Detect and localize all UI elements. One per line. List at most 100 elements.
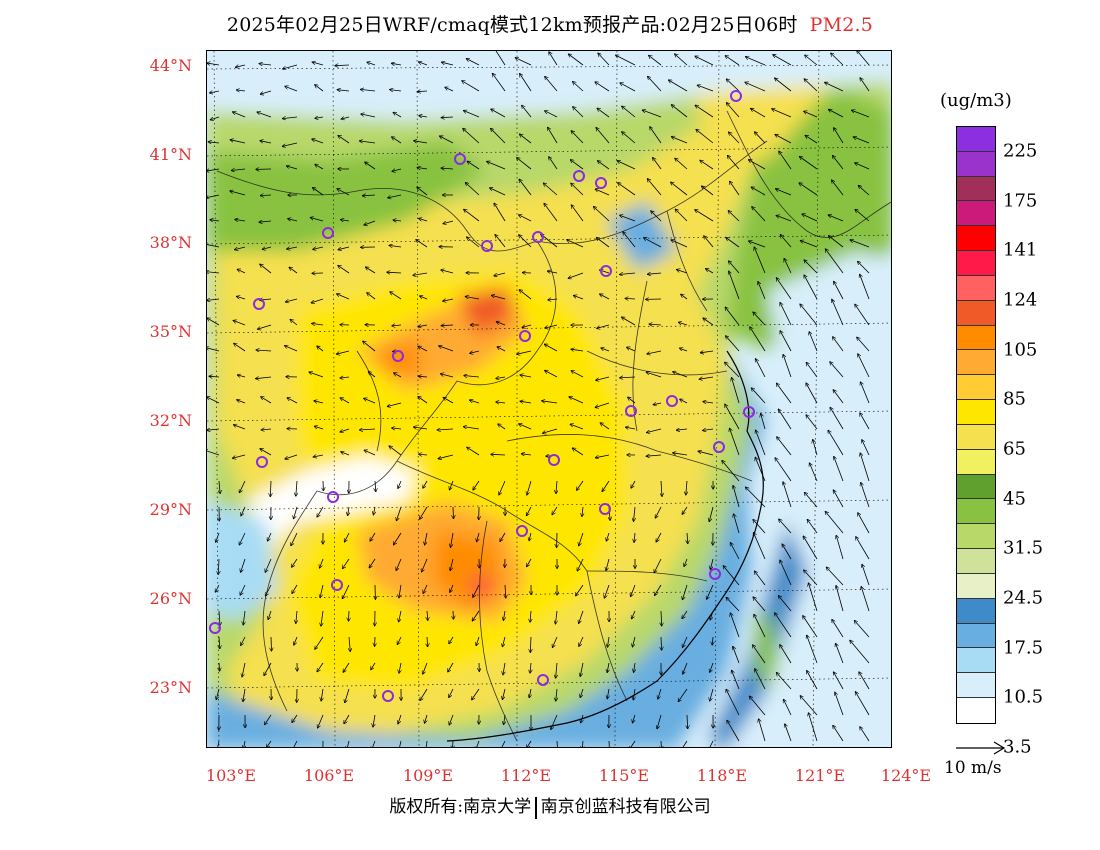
- wind-arrow: [779, 519, 792, 534]
- wind-arrow: [545, 324, 558, 328]
- wind-arrow: [548, 127, 558, 144]
- wind-arrow: [259, 221, 272, 222]
- wind-arrow: [296, 610, 297, 624]
- wind-arrow: [497, 347, 506, 352]
- wind-arrow: [343, 662, 350, 672]
- wind-arrow: [828, 215, 844, 222]
- wind-arrow: [519, 215, 532, 222]
- station-marker[interactable]: [256, 456, 268, 468]
- wind-arrow: [336, 350, 350, 354]
- lat-label-29: 29°N: [149, 500, 192, 519]
- wind-arrow: [608, 740, 610, 747]
- copyright-left: 版权所有:南京大学: [389, 797, 532, 817]
- station-marker[interactable]: [454, 153, 466, 165]
- wind-arrow: [625, 298, 636, 299]
- station-marker[interactable]: [599, 503, 611, 515]
- wind-arrow: [396, 558, 402, 571]
- wind-arrow: [773, 55, 792, 66]
- wind-arrow: [256, 377, 272, 379]
- wind-arrow: [607, 662, 609, 673]
- wind-arrow: [800, 241, 818, 248]
- wind-arrow: [680, 348, 688, 352]
- wind-arrow: [521, 454, 532, 455]
- forecast-map[interactable]: [206, 50, 892, 748]
- wind-arrow: [477, 532, 479, 542]
- wind-arrow: [627, 347, 636, 352]
- wind-arrow: [569, 397, 584, 404]
- wind-arrow: [321, 688, 323, 701]
- wind-arrow: [466, 59, 480, 66]
- wind-arrow: [861, 587, 870, 612]
- wind-arrow: [207, 397, 220, 404]
- wind-arrow: [467, 161, 480, 170]
- wind-arrow: [678, 688, 688, 702]
- wind-arrow: [568, 272, 584, 278]
- wind-arrow: [703, 429, 714, 431]
- wind-arrow: [804, 275, 818, 300]
- wind-arrow: [748, 160, 766, 170]
- wind-arrow: [761, 414, 766, 430]
- legend-tick-label: 3.5: [1003, 736, 1032, 758]
- wind-arrow: [727, 155, 740, 170]
- wind-arrow: [502, 688, 506, 700]
- wind-arrow: [567, 240, 584, 248]
- wind-arrow: [499, 480, 506, 495]
- wind-arrow: [443, 397, 454, 404]
- station-marker[interactable]: [253, 298, 265, 310]
- wind-arrow: [552, 636, 558, 648]
- wind-arrow: [725, 404, 740, 430]
- station-marker[interactable]: [382, 690, 394, 702]
- wind-arrow: [833, 337, 844, 352]
- coastline: [446, 350, 764, 742]
- station-marker[interactable]: [392, 350, 404, 362]
- station-marker[interactable]: [532, 231, 544, 243]
- station-marker[interactable]: [331, 579, 343, 591]
- station-marker[interactable]: [600, 265, 612, 277]
- station-marker[interactable]: [481, 240, 493, 252]
- station-marker[interactable]: [327, 491, 339, 503]
- species-label: PM2.5: [809, 14, 874, 36]
- station-marker[interactable]: [743, 406, 755, 418]
- station-marker[interactable]: [322, 227, 334, 239]
- wind-arrow: [494, 203, 506, 222]
- wind-arrow: [858, 354, 870, 378]
- wind-arrow: [522, 325, 532, 328]
- station-marker[interactable]: [625, 405, 637, 417]
- station-marker[interactable]: [548, 454, 560, 466]
- wind-arrow: [800, 696, 818, 716]
- wind-arrow: [780, 302, 792, 326]
- wind-arrow: [494, 272, 506, 276]
- station-marker[interactable]: [209, 622, 221, 634]
- station-marker[interactable]: [519, 330, 531, 342]
- legend-color-box: [957, 499, 995, 525]
- station-marker[interactable]: [573, 170, 585, 182]
- station-marker[interactable]: [713, 441, 725, 453]
- wind-arrow: [722, 460, 740, 482]
- wind-arrow: [730, 181, 740, 196]
- station-marker[interactable]: [595, 177, 607, 189]
- wind-arrow: [710, 662, 714, 672]
- station-marker[interactable]: [730, 90, 742, 102]
- wind-arrow: [312, 188, 324, 196]
- station-marker[interactable]: [666, 395, 678, 407]
- station-marker[interactable]: [516, 525, 528, 537]
- wind-arrow: [209, 91, 220, 93]
- legend-colorbar: [956, 126, 996, 724]
- station-marker[interactable]: [537, 674, 549, 686]
- wind-arrow: [232, 112, 246, 118]
- wind-arrow: [365, 162, 376, 170]
- wind-arrow: [438, 454, 454, 459]
- wind-arrow: [632, 636, 636, 647]
- wind-arrow: [623, 232, 636, 248]
- wind-arrow: [261, 429, 272, 430]
- lat-label-23: 23°N: [149, 678, 192, 697]
- wind-arrow: [397, 636, 402, 645]
- wind-arrow: [423, 584, 428, 594]
- wind-arrow: [600, 423, 610, 430]
- wind-arrow: [726, 597, 740, 612]
- station-marker[interactable]: [709, 568, 721, 580]
- legend-color-box: [957, 176, 995, 202]
- wind-arrow: [596, 376, 610, 380]
- wind-arrow: [241, 558, 246, 572]
- wind-arrow: [417, 187, 428, 196]
